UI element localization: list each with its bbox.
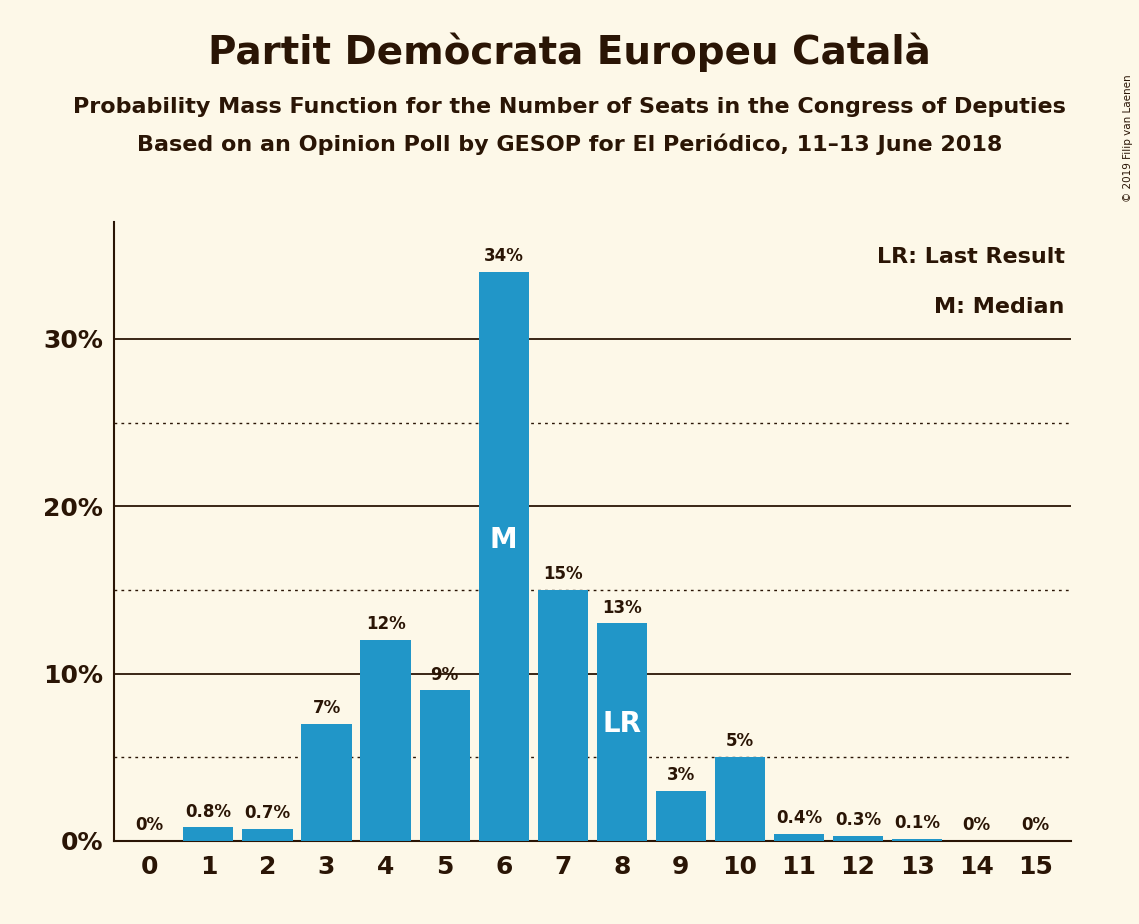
Text: 0%: 0% [136,816,163,834]
Bar [419,690,469,841]
Bar [597,624,647,841]
Text: M: Median: M: Median [934,297,1065,317]
Bar [243,829,293,841]
Text: 0.4%: 0.4% [776,809,822,828]
Bar [538,590,588,841]
Text: LR: LR [603,710,641,737]
Bar [302,723,352,841]
Bar [183,828,233,841]
Text: 34%: 34% [484,248,524,265]
Text: 13%: 13% [601,599,641,616]
Bar [715,757,765,841]
Bar [892,839,942,841]
Text: 7%: 7% [312,699,341,717]
Text: 3%: 3% [666,766,695,784]
Text: 5%: 5% [726,733,754,750]
Text: 9%: 9% [431,665,459,684]
Bar [360,640,411,841]
Text: 15%: 15% [543,565,582,583]
Text: 0.8%: 0.8% [186,803,231,821]
Text: 0%: 0% [1022,816,1049,834]
Text: 0%: 0% [962,816,990,834]
Bar [773,834,825,841]
Text: Based on an Opinion Poll by GESOP for El Periódico, 11–13 June 2018: Based on an Opinion Poll by GESOP for El… [137,134,1002,155]
Bar [833,836,883,841]
Text: 0.1%: 0.1% [894,814,940,833]
Text: M: M [490,526,517,553]
Bar [656,791,706,841]
Text: 12%: 12% [366,615,405,633]
Text: 0.3%: 0.3% [835,811,882,829]
Text: © 2019 Filip van Laenen: © 2019 Filip van Laenen [1123,74,1133,201]
Bar [478,272,528,841]
Text: Probability Mass Function for the Number of Seats in the Congress of Deputies: Probability Mass Function for the Number… [73,97,1066,117]
Text: Partit Demòcrata Europeu Català: Partit Demòcrata Europeu Català [208,32,931,72]
Text: LR: Last Result: LR: Last Result [877,247,1065,267]
Text: 0.7%: 0.7% [245,805,290,822]
